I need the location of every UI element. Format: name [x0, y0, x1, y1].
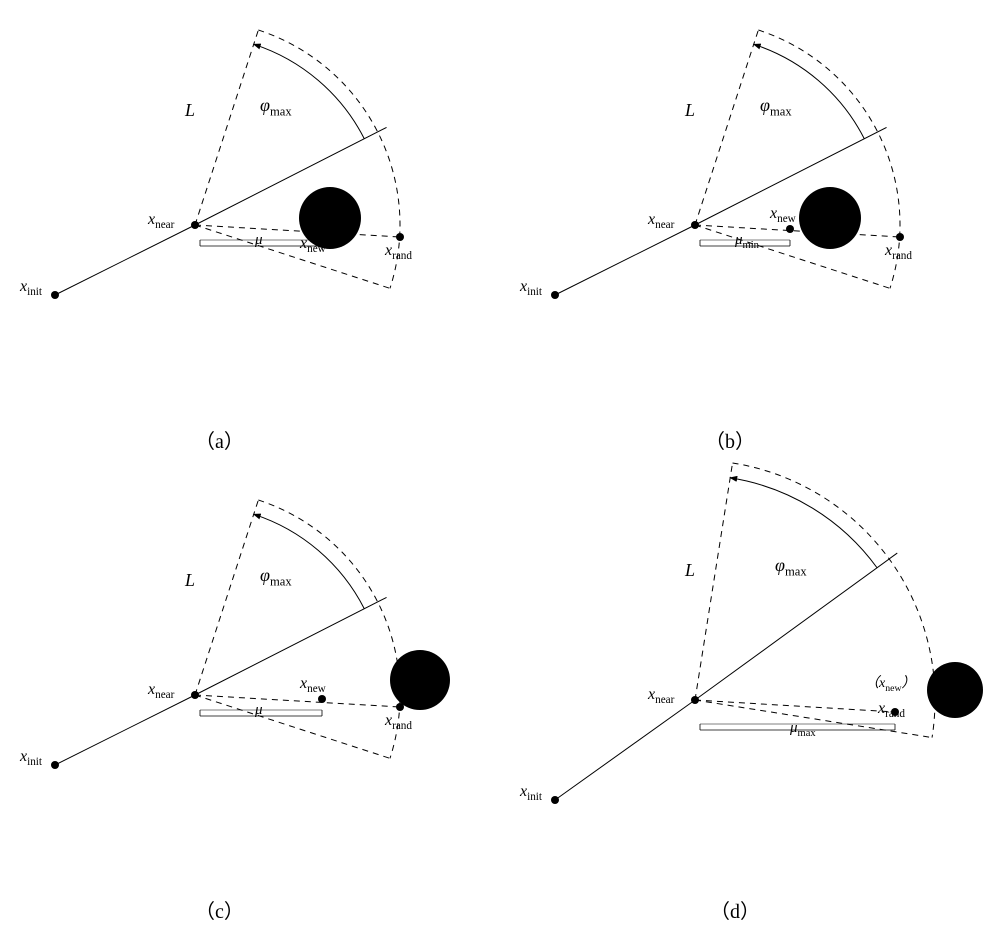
label-x-near-d: xnear: [648, 686, 674, 706]
label-x-rand-a: xrand: [385, 242, 412, 262]
label-phi-b: φmax: [760, 95, 792, 120]
panel-a: [51, 30, 404, 299]
label-x-rand-c: xrand: [385, 712, 412, 732]
label-L-c: L: [185, 570, 195, 591]
label-L-a: L: [185, 100, 195, 121]
panel-b: [551, 30, 904, 299]
label-mu-d: μmax: [790, 720, 816, 739]
label-x-near-a: xnear: [148, 211, 174, 231]
label-x-new-a: xnew: [300, 235, 326, 255]
obstacle: [799, 187, 861, 249]
label-phi-d: φmax: [775, 555, 807, 580]
label-mu-b: μmin: [735, 232, 759, 251]
diagram-canvas: [0, 0, 1000, 933]
panel-d: [551, 463, 983, 804]
obstacle: [390, 650, 450, 710]
panel-caption-a: （a）: [195, 425, 244, 454]
label-L-b: L: [685, 100, 695, 121]
obstacle: [927, 662, 983, 718]
label-mu-a: μ: [255, 232, 263, 249]
label-x-rand-b: xrand: [885, 242, 912, 262]
panel-caption-d: （d）: [710, 895, 760, 924]
label-x-rand-d: xrand: [878, 700, 905, 720]
panel-caption-b: （b）: [705, 425, 755, 454]
label-x-init-a: xinit: [20, 278, 42, 298]
label-x-new-c: xnew: [300, 675, 326, 695]
label-L-d: L: [685, 560, 695, 581]
label-mu-c: μ: [255, 702, 263, 719]
label-phi-c: φmax: [260, 565, 292, 590]
label-x-near-b: xnear: [648, 211, 674, 231]
label-x-init-b: xinit: [520, 278, 542, 298]
panel-caption-c: （c）: [195, 895, 244, 924]
label-x-init-c: xinit: [20, 748, 42, 768]
label-x-new-d: （xnew）: [865, 672, 916, 694]
label-phi-a: φmax: [260, 95, 292, 120]
label-x-init-d: xinit: [520, 783, 542, 803]
label-x-near-c: xnear: [148, 681, 174, 701]
label-x-new-b: xnew: [770, 205, 796, 225]
